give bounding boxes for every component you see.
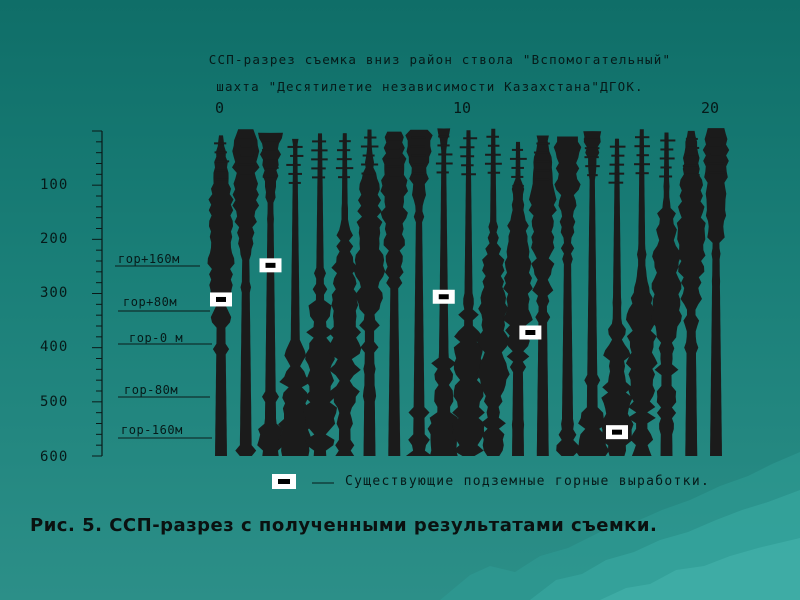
trace-5 bbox=[328, 133, 362, 457]
trace-body bbox=[476, 128, 510, 456]
trace-body bbox=[232, 129, 260, 456]
chart-title-line-1: ССП-разрез съемка вниз район ствола "Всп… bbox=[208, 52, 672, 67]
working-core-3 bbox=[525, 330, 536, 335]
trace-body bbox=[353, 129, 386, 456]
x-tick-0: 0 bbox=[215, 99, 225, 117]
trace-10 bbox=[452, 130, 485, 456]
trace-body bbox=[328, 133, 362, 457]
horizon-label-plus80: гор+80м bbox=[123, 295, 178, 309]
horizon-label-minus160: гор-160м bbox=[121, 423, 183, 437]
trace-11 bbox=[476, 128, 510, 456]
trace-body bbox=[405, 129, 433, 456]
trace-19 bbox=[676, 130, 706, 456]
y-tick-100: 100 bbox=[40, 177, 69, 193]
trace-body bbox=[600, 138, 634, 456]
working-core-1 bbox=[265, 262, 276, 268]
trace-body bbox=[380, 131, 408, 456]
trace-3 bbox=[278, 138, 313, 456]
trace-16 bbox=[600, 138, 634, 456]
trace-12 bbox=[503, 141, 533, 456]
legend-label: Существующие подземные горные выработки. bbox=[345, 474, 711, 489]
legend-swatch-core bbox=[278, 479, 290, 484]
y-tick-400: 400 bbox=[40, 339, 69, 355]
y-tick-600: 600 bbox=[40, 449, 69, 465]
x-tick-20: 20 bbox=[701, 99, 720, 117]
trace-body bbox=[625, 129, 658, 456]
trace-7 bbox=[380, 131, 408, 456]
trace-20 bbox=[702, 128, 730, 456]
trace-15 bbox=[575, 131, 610, 457]
working-core-2 bbox=[438, 294, 449, 300]
working-core-0 bbox=[216, 296, 226, 302]
trace-13 bbox=[528, 135, 557, 456]
trace-18 bbox=[651, 132, 682, 456]
seismic-traces bbox=[207, 128, 730, 457]
depth-axis bbox=[92, 130, 103, 457]
trace-14 bbox=[553, 136, 582, 456]
horizon-lines bbox=[115, 265, 212, 439]
legend bbox=[272, 474, 334, 489]
y-tick-300: 300 bbox=[40, 285, 69, 301]
trace-1 bbox=[232, 129, 260, 456]
underground-workings bbox=[210, 258, 628, 440]
trace-body bbox=[553, 136, 582, 456]
trace-body bbox=[278, 138, 313, 456]
y-tick-500: 500 bbox=[40, 394, 69, 410]
trace-body bbox=[528, 135, 557, 456]
trace-body bbox=[676, 130, 706, 456]
chart-title-line-2: шахта "Десятилетие независимости Казахст… bbox=[216, 79, 644, 94]
figure-caption: Рис. 5. ССП-разрез с полученными результ… bbox=[30, 515, 658, 536]
trace-17 bbox=[625, 129, 658, 456]
trace-body bbox=[503, 141, 533, 456]
trace-body bbox=[257, 132, 284, 457]
trace-body bbox=[575, 131, 610, 457]
trace-body bbox=[303, 133, 337, 456]
x-tick-10: 10 bbox=[453, 99, 472, 117]
trace-4 bbox=[303, 133, 337, 456]
trace-body bbox=[702, 128, 730, 456]
trace-6 bbox=[353, 129, 386, 456]
working-core-4 bbox=[612, 429, 622, 435]
mountain-decoration bbox=[440, 452, 800, 600]
trace-body bbox=[452, 130, 485, 456]
trace-body bbox=[651, 132, 682, 456]
trace-8 bbox=[405, 129, 433, 456]
y-tick-200: 200 bbox=[40, 231, 69, 247]
horizon-label-plus160: гор+160м bbox=[118, 252, 180, 266]
horizon-label-minus80: гор-80м bbox=[124, 383, 179, 397]
horizon-label-0: гор-0 м bbox=[129, 331, 184, 345]
trace-2 bbox=[257, 132, 284, 457]
